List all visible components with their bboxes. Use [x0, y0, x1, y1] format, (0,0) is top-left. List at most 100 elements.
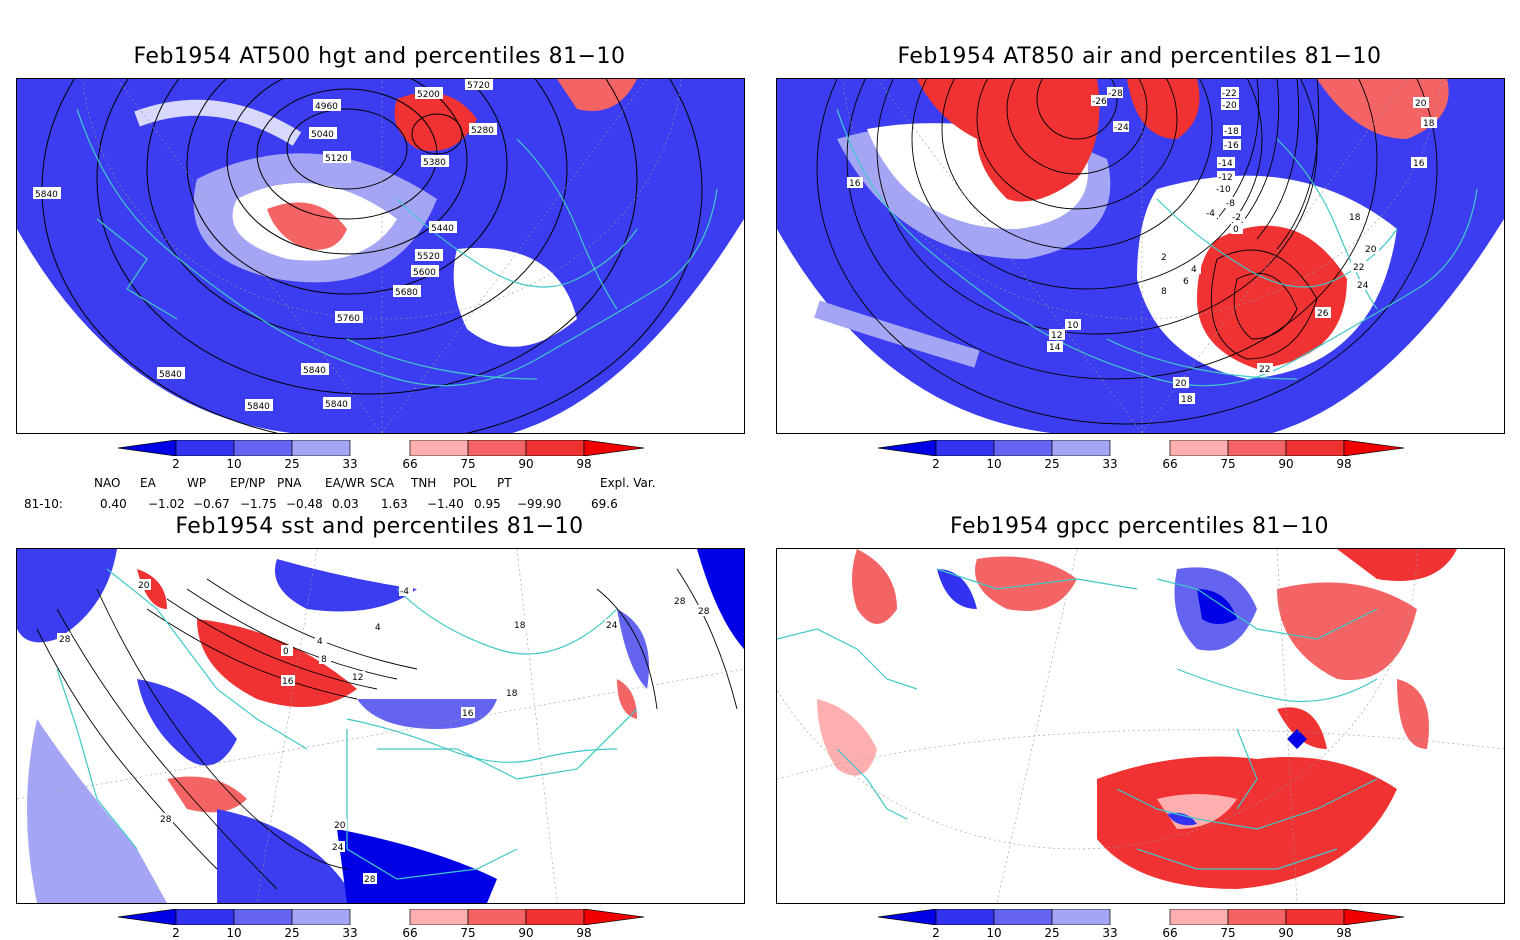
index-value: −99.90	[517, 497, 562, 511]
contour-label: 12	[352, 673, 363, 683]
contour-label: 20	[138, 581, 150, 591]
colorbar-segment	[1227, 439, 1287, 457]
contour-label: 5380	[423, 158, 446, 168]
colorbar-tick-label: 75	[460, 457, 476, 471]
colorbar-segment	[935, 439, 995, 457]
contour-label: -18	[1224, 127, 1239, 137]
contour-label: -14	[1218, 159, 1233, 169]
contour-label: 4	[375, 623, 381, 633]
colorbar-tick-label: 66	[1162, 457, 1178, 471]
colorbar-segment	[993, 908, 1053, 926]
colorbar-svg	[117, 908, 645, 926]
index-row-label: 81-10:	[24, 497, 63, 511]
contour-label: -12	[1218, 173, 1233, 183]
contour-label: -28	[1108, 89, 1123, 99]
colorbar-segment	[175, 439, 235, 457]
contour-label: 5760	[337, 314, 360, 324]
contour-label: 20	[1175, 379, 1187, 389]
contour-label: -20	[1222, 101, 1237, 111]
contour-label: -8	[1226, 199, 1235, 209]
colorbar-segment	[935, 908, 995, 926]
contour-label: 18	[514, 621, 526, 631]
contour-label: -4	[400, 587, 409, 597]
colorbar-tick-label: 25	[284, 457, 300, 471]
colorbar-segment	[1169, 439, 1229, 457]
contour-label: 14	[1049, 343, 1061, 353]
contour-label: 5720	[467, 81, 490, 91]
colorbar-segment	[1227, 908, 1287, 926]
index-header: NAO	[94, 476, 121, 490]
colorbar-tick-label: 90	[518, 926, 534, 940]
contour-label: 4	[317, 637, 323, 647]
colorbar-tick-label: 98	[576, 926, 592, 940]
index-value: −1.02	[148, 497, 185, 511]
colorbar-tick-label: 25	[1044, 457, 1060, 471]
panel2-title: Feb1954 AT850 air and percentiles 81−10	[897, 44, 1382, 69]
contour-label: 6	[1183, 277, 1189, 287]
contour-label: 18	[1181, 395, 1193, 405]
index-header: PNA	[277, 476, 302, 490]
contour-label: 5840	[247, 402, 270, 412]
contour-label: 5200	[417, 90, 440, 100]
panel3-title: Feb1954 sst and percentiles 81−10	[175, 514, 584, 539]
contour-label: 28	[674, 597, 686, 607]
index-value: 0.03	[332, 497, 359, 511]
index-value: 0.40	[100, 497, 127, 511]
colorbar-segment	[117, 908, 177, 926]
colorbar-svg	[117, 439, 645, 457]
colorbar-segment	[877, 908, 937, 926]
colorbar-segment	[467, 908, 527, 926]
index-value: −1.40	[427, 497, 464, 511]
contour-label: 5840	[303, 366, 326, 376]
index-header: PT	[497, 476, 512, 490]
colorbar-segment	[291, 439, 351, 457]
colorbar-tick-label: 25	[284, 926, 300, 940]
colorbar-tick-label: 25	[1044, 926, 1060, 940]
index-header: TNH	[411, 476, 437, 490]
index-header: EA	[140, 476, 156, 490]
colorbar-segment	[291, 908, 351, 926]
colorbar-segment	[233, 908, 293, 926]
contour-label: 0	[1233, 225, 1239, 235]
index-value: 69.6	[591, 497, 618, 511]
colorbar-tick-label: 2	[172, 457, 180, 471]
contour-label: 20	[1365, 245, 1377, 255]
contour-label: 4960	[315, 102, 338, 112]
index-value: −0.67	[193, 497, 230, 511]
contour-label: 28	[160, 815, 172, 825]
contour-label: 18	[506, 689, 518, 699]
colorbar-tick-label: 75	[1220, 457, 1236, 471]
colorbar-tick-label: 33	[342, 926, 358, 940]
index-header: EA/WR	[325, 476, 366, 490]
contour-label: 5440	[431, 224, 454, 234]
contour-label: 5600	[413, 268, 436, 278]
colorbar-segment	[877, 439, 937, 457]
contour-label: -22	[1222, 89, 1237, 99]
colorbar-tick-label: 10	[226, 926, 242, 940]
colorbar-bottom-right: 2 10 25 33 66 75 90 98	[876, 908, 1406, 940]
colorbar-segment	[233, 439, 293, 457]
colorbar-segment	[583, 439, 645, 457]
contour-label: 28	[698, 607, 710, 617]
colorbar-top-right: 2 10 25 33 66 75 90 98	[876, 439, 1406, 474]
colorbar-segment	[525, 439, 585, 457]
panel1-title: Feb1954 AT500 hgt and percentiles 81−10	[133, 44, 626, 69]
contour-label: 5840	[159, 370, 182, 380]
colorbar-tick-label: 90	[1278, 457, 1294, 471]
colorbar-segment	[1051, 908, 1111, 926]
colorbar-tick-label: 2	[932, 457, 940, 471]
colorbar-segment	[117, 439, 177, 457]
colorbar-tick-label: 75	[460, 926, 476, 940]
contour-label: 16	[282, 677, 294, 687]
contour-label: 5520	[417, 252, 440, 262]
contour-label: 20	[1415, 99, 1427, 109]
contour-label: 12	[1051, 331, 1062, 341]
colorbar-segment	[583, 908, 645, 926]
colorbar-svg	[877, 439, 1405, 457]
colorbar-segment	[1169, 908, 1229, 926]
colorbar-tick-label: 2	[932, 926, 940, 940]
contour-label: 5840	[325, 400, 348, 410]
index-header: Expl. Var.	[600, 476, 656, 490]
colorbar-tick-label: 10	[226, 457, 242, 471]
contour-label: 22	[1353, 263, 1364, 273]
